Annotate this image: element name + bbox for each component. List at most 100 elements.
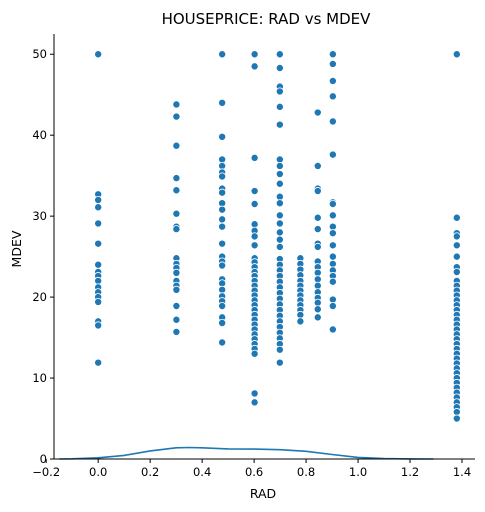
data-point [275, 102, 284, 111]
x-tick-label: 1.0 [349, 465, 367, 479]
data-point [218, 205, 227, 214]
data-point [250, 232, 259, 241]
data-point [250, 50, 259, 59]
data-point [313, 225, 322, 234]
data-point [328, 117, 337, 126]
data-point [172, 225, 181, 234]
data-point [218, 132, 227, 141]
data-point [275, 161, 284, 170]
y-tick-label: 0 [40, 452, 47, 466]
data-point [328, 241, 337, 250]
data-point [328, 211, 337, 220]
data-point [452, 414, 461, 423]
data-point [94, 358, 103, 367]
data-point [275, 64, 284, 73]
data-point [275, 120, 284, 129]
data-point [94, 260, 103, 269]
data-point [328, 325, 337, 334]
data-point [275, 199, 284, 208]
data-point [328, 199, 337, 208]
chart-title: HOUSEPRICE: RAD vs MDEV [162, 10, 372, 28]
data-point [250, 199, 259, 208]
data-point [94, 239, 103, 248]
y-tick-label: 50 [32, 47, 47, 61]
data-point [172, 268, 181, 277]
y-axis-ticks: 0 10 20 30 40 50 [32, 47, 54, 466]
data-point [218, 215, 227, 224]
data-point [328, 252, 337, 261]
data-point [250, 389, 259, 398]
data-point [218, 261, 227, 270]
data-point [275, 228, 284, 237]
data-point [275, 219, 284, 228]
data-point [172, 315, 181, 324]
data-point [218, 239, 227, 248]
data-point [313, 161, 322, 170]
data-point [313, 213, 322, 222]
data-point [250, 398, 259, 407]
data-point [250, 62, 259, 71]
data-point [250, 153, 259, 162]
x-axis-ticks: −0.2 0.0 0.2 0.4 0.6 0.8 1.0 1.2 1.4 [32, 459, 471, 479]
data-point [218, 98, 227, 107]
data-point [275, 235, 284, 244]
x-tick-label: 1.2 [401, 465, 419, 479]
data-point [328, 301, 337, 310]
data-point [172, 174, 181, 183]
data-point [218, 188, 227, 197]
x-tick-label: −0.2 [32, 465, 60, 479]
data-point [250, 241, 259, 250]
data-point [328, 150, 337, 159]
y-tick-label: 40 [32, 128, 47, 142]
data-point [452, 232, 461, 241]
data-point [275, 345, 284, 354]
data-point [94, 321, 103, 330]
data-point [172, 301, 181, 310]
y-tick-label: 10 [32, 371, 47, 385]
data-point [328, 277, 337, 286]
data-point [328, 59, 337, 68]
data-point [218, 301, 227, 310]
data-point [313, 108, 322, 117]
data-point [218, 50, 227, 59]
data-point [452, 252, 461, 261]
data-point [94, 219, 103, 228]
x-axis-label: RAD [250, 486, 276, 501]
data-point [218, 222, 227, 231]
data-point [218, 338, 227, 347]
data-point [94, 297, 103, 306]
data-point [172, 327, 181, 336]
data-point [218, 172, 227, 181]
y-axis-label: MDEV [9, 230, 24, 267]
data-point [94, 50, 103, 59]
data-point [94, 203, 103, 212]
y-tick-label: 20 [32, 290, 47, 304]
data-point [172, 100, 181, 109]
x-tick-label: 0.4 [193, 465, 211, 479]
x-tick-label: 0.8 [297, 465, 315, 479]
x-tick-label: 1.4 [453, 465, 471, 479]
data-point [452, 267, 461, 276]
data-point [313, 242, 322, 251]
data-point [172, 141, 181, 150]
data-point [250, 349, 259, 358]
data-point [275, 242, 284, 251]
data-point [313, 187, 322, 196]
data-point [218, 318, 227, 327]
kde-layer [59, 446, 434, 460]
data-point [328, 92, 337, 101]
kde-curve [59, 446, 434, 460]
data-point [172, 285, 181, 294]
data-point [275, 211, 284, 220]
data-point [313, 313, 322, 322]
data-point [94, 195, 103, 204]
data-point [275, 358, 284, 367]
data-point [452, 241, 461, 250]
data-point [172, 112, 181, 121]
data-point [328, 76, 337, 85]
data-point [172, 209, 181, 218]
data-point [172, 186, 181, 195]
data-point [250, 187, 259, 196]
x-tick-label: 0.2 [141, 465, 159, 479]
